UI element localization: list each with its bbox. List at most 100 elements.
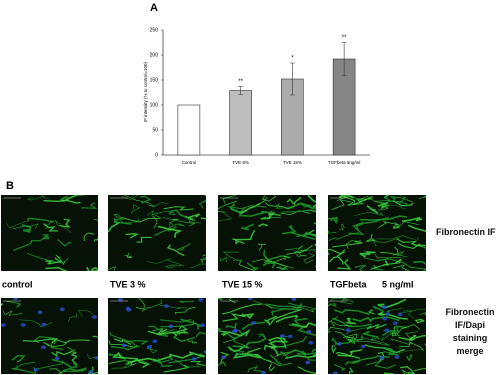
- error-bar: [289, 62, 295, 96]
- fiber: [5, 220, 26, 229]
- fiber: [396, 196, 408, 205]
- fiber: [146, 209, 162, 219]
- nucleus: [146, 345, 152, 349]
- fiber: [330, 320, 352, 327]
- fiber: [222, 303, 262, 315]
- fiber: [67, 367, 87, 373]
- fiber: [2, 310, 23, 316]
- fiber: [45, 257, 63, 265]
- fiber: [232, 337, 267, 348]
- nucleus: [92, 315, 98, 319]
- fiber: [119, 217, 139, 224]
- fiber: [153, 202, 169, 208]
- fiber: [6, 300, 21, 308]
- fiber: [136, 236, 152, 243]
- fiber: [86, 353, 98, 360]
- fiber: [81, 202, 98, 210]
- fiber: [92, 335, 98, 338]
- nucleus: [306, 329, 312, 334]
- nucleus: [1, 323, 6, 327]
- fiber: [111, 362, 130, 369]
- column-labels: control TVE 3 % TVE 15 % TGFbeta 5 ng/ml: [2, 279, 414, 289]
- fiber: [292, 307, 316, 313]
- fiber: [66, 346, 77, 354]
- fiber: [306, 229, 316, 236]
- fiber: [361, 330, 380, 340]
- fiber: [43, 223, 58, 232]
- fiber: [347, 337, 356, 345]
- fiber: [274, 202, 296, 209]
- x-tick-label: Control: [182, 160, 197, 165]
- fiber: [126, 340, 150, 345]
- fiber: [55, 254, 66, 266]
- fiber: [222, 328, 251, 337]
- fiber: [332, 317, 372, 328]
- fiber: [333, 363, 346, 372]
- panel-label: A: [150, 2, 158, 14]
- fiber: [130, 204, 141, 214]
- fiber: [50, 337, 90, 344]
- fiber: [370, 338, 390, 346]
- fiber: [232, 229, 256, 241]
- fiber: [414, 318, 425, 324]
- fiber: [246, 262, 260, 271]
- fiber: [397, 347, 424, 354]
- fiber: [418, 196, 426, 200]
- fiber: [163, 206, 194, 211]
- fiber: [370, 258, 402, 270]
- fiber: [414, 244, 426, 247]
- fiber: [284, 245, 304, 251]
- fiber: [261, 195, 276, 202]
- fiber: [276, 266, 289, 271]
- fiber: [187, 339, 197, 344]
- fiber: [227, 329, 245, 339]
- fiber: [307, 195, 316, 208]
- micrograph: [218, 195, 316, 271]
- fiber: [147, 330, 190, 336]
- fiber: [297, 366, 316, 374]
- column-label: TVE 3 %: [110, 279, 146, 289]
- fiber: [280, 349, 307, 356]
- fiber: [93, 238, 98, 242]
- fiber: [373, 237, 399, 247]
- micrograph-bg: [108, 195, 206, 271]
- fiber: [407, 224, 426, 233]
- error-bar: [341, 42, 347, 76]
- fiber: [328, 302, 337, 308]
- fiber: [377, 258, 425, 270]
- fiber: [269, 354, 282, 365]
- fiber: [397, 242, 421, 250]
- fiber: [393, 200, 414, 207]
- micrograph: [108, 195, 206, 271]
- fiber: [380, 331, 395, 341]
- fiber: [236, 259, 255, 271]
- fiber: [425, 196, 426, 198]
- fiber: [124, 252, 133, 259]
- fiber: [343, 195, 374, 206]
- fiber: [369, 316, 400, 322]
- nucleus: [231, 329, 237, 334]
- fiber: [401, 216, 423, 223]
- fiber: [373, 264, 383, 271]
- fiber: [328, 232, 360, 241]
- fiber: [121, 217, 161, 223]
- fiber: [347, 198, 372, 206]
- fiber: [267, 359, 292, 367]
- fiber: [158, 329, 175, 337]
- fiber: [328, 230, 337, 234]
- fiber: [358, 196, 395, 202]
- nucleus: [385, 312, 391, 316]
- nucleus: [360, 344, 366, 349]
- fiber: [247, 365, 265, 373]
- nucleus: [37, 310, 43, 315]
- nucleus: [13, 298, 19, 301]
- fiber: [168, 351, 205, 359]
- fiber: [57, 239, 72, 247]
- nucleus: [333, 371, 339, 374]
- fiber: [334, 331, 355, 339]
- fiber: [364, 344, 406, 354]
- fiber: [268, 363, 275, 372]
- fiber: [136, 358, 150, 368]
- fiber: [282, 224, 297, 235]
- fiber: [266, 212, 282, 219]
